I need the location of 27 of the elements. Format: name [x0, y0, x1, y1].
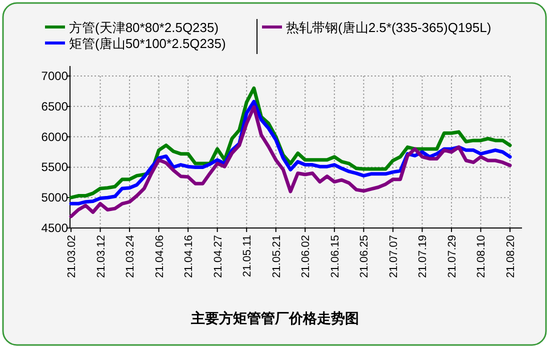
x-tick-label: 21.04.16 [183, 235, 196, 278]
x-tick-label: 21.06.25 [358, 235, 371, 278]
x-tick-label: 21.05.11 [242, 235, 254, 278]
x-tick-label: 21.04.27 [212, 235, 224, 278]
y-tick-label: 5000 [41, 190, 68, 205]
line-series [69, 105, 512, 218]
x-tick-label: 21.07.07 [388, 235, 400, 278]
legend-label: 方管(天津80*80*2.5Q235) [69, 20, 219, 35]
text: 主要方矩管管厂价格走势图 [190, 310, 359, 326]
y-tick-label: 6000 [41, 130, 68, 144]
x-tick-label: 21.03.02 [66, 235, 78, 278]
x-tick-label: 21.03.24 [124, 235, 137, 278]
x-tick-label: 21.08.20 [505, 235, 517, 278]
x-tick-label: 21.06.02 [300, 235, 312, 278]
y-tick-label: 6500 [41, 99, 68, 114]
legend-label: 热轧带钢(唐山2.5*(335-365)Q195L) [286, 20, 492, 35]
y-tick-label: 4500 [41, 221, 68, 235]
x-tick-label: 21.03.12 [95, 235, 108, 278]
x-tick-label: 21.07.19 [417, 235, 430, 278]
legend-label: 矩管(唐山50*100*2.5Q235) [69, 36, 226, 51]
y-tick-label: 7000 [41, 69, 68, 83]
x-tick-label: 21.07.29 [446, 235, 458, 278]
x-tick-label: 21.04.06 [154, 235, 166, 278]
x-tick-label: 21.08.10 [476, 235, 488, 278]
y-tick-label: 5500 [41, 160, 68, 174]
x-tick-label: 21.05.21 [270, 235, 283, 278]
x-tick-label: 21.06.15 [329, 235, 342, 278]
